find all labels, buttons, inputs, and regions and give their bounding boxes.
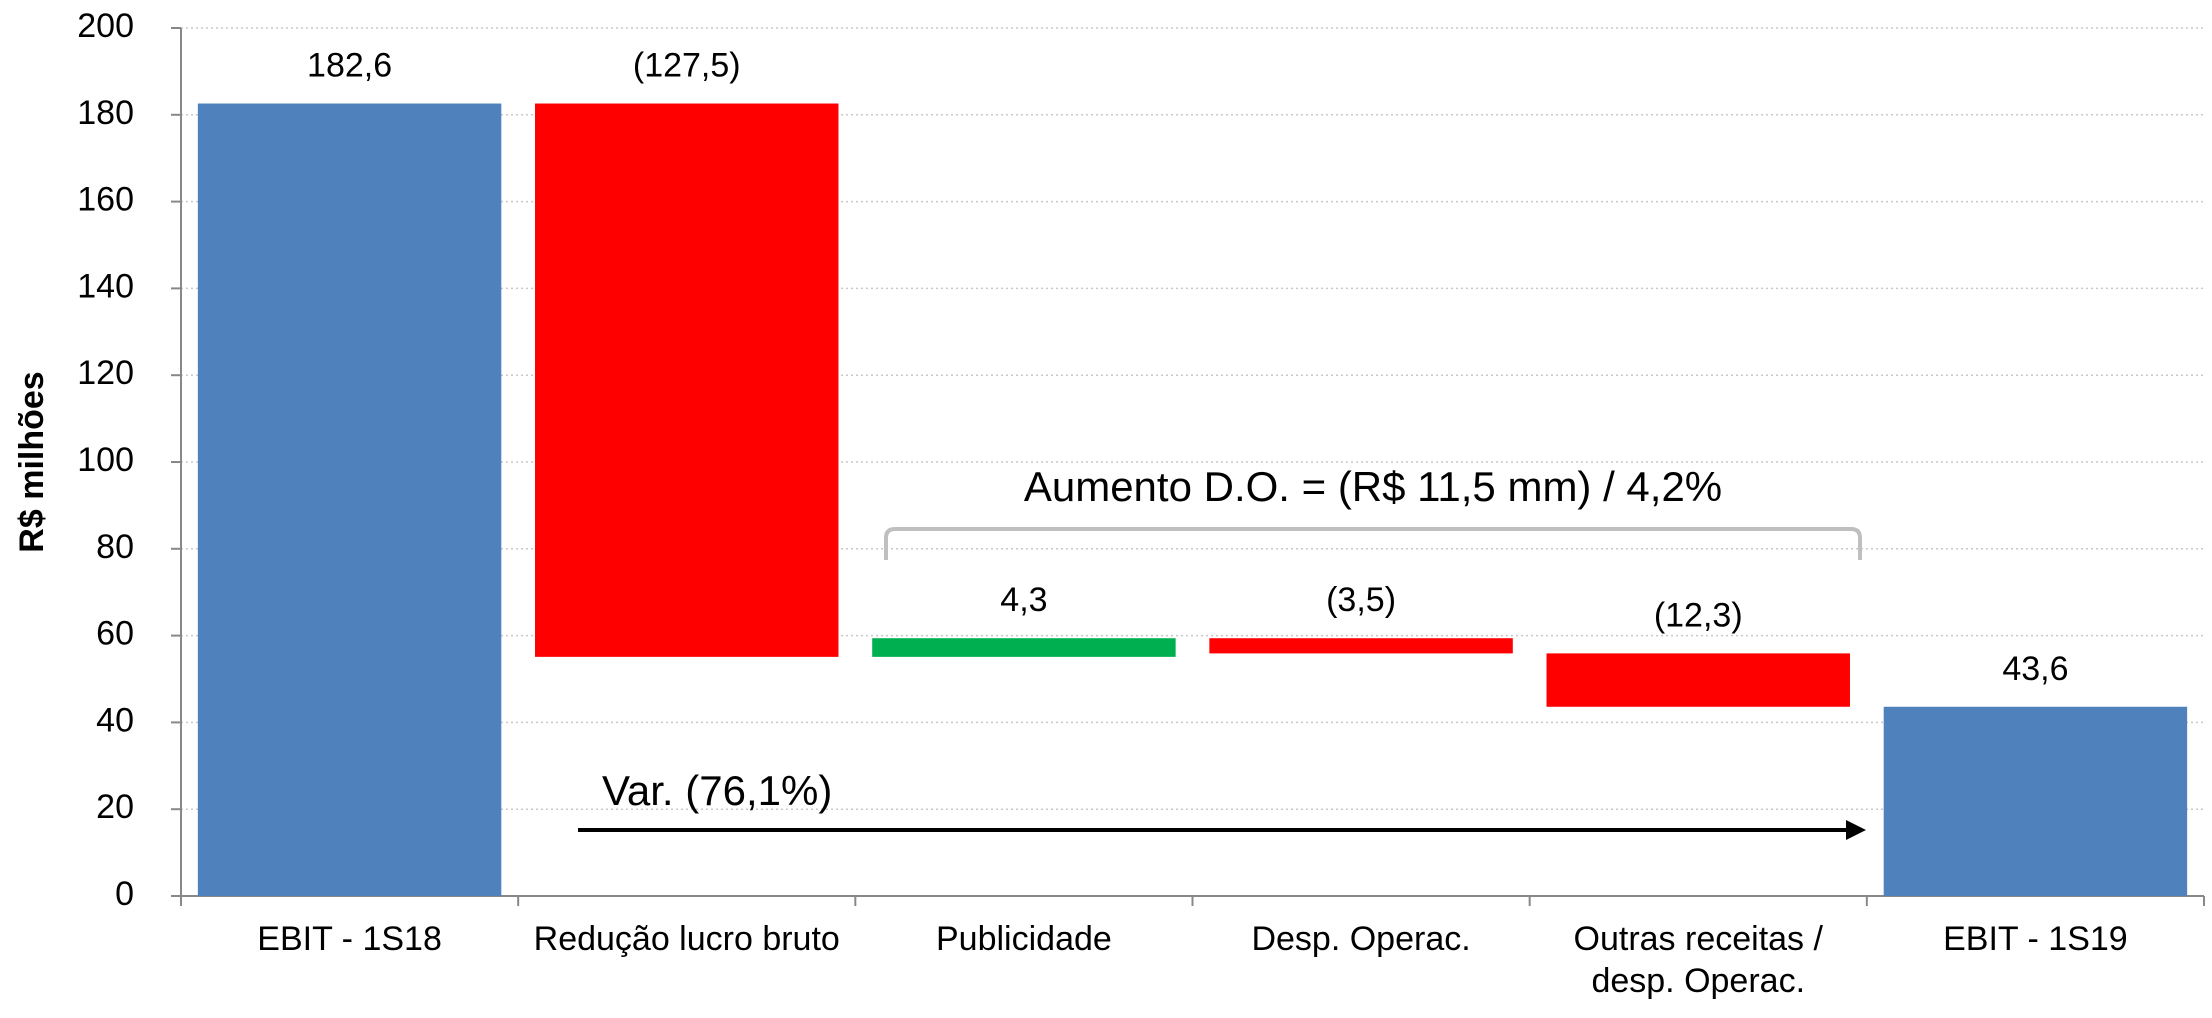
data-label: (127,5): [633, 47, 741, 85]
bar: [1546, 653, 1850, 707]
arrow-head: [1846, 820, 1866, 840]
x-tick-label: Redução lucro bruto: [533, 920, 840, 958]
annotation: Var. (76,1%): [602, 767, 832, 814]
y-axis-label: R$ milhões: [13, 371, 51, 552]
y-tick-label: 100: [77, 441, 134, 479]
bar: [1209, 638, 1513, 654]
y-tick-label: 180: [77, 94, 134, 132]
bracket: [884, 527, 1862, 560]
annotation: Aumento D.O. = (R$ 11,5 mm) / 4,2%: [1024, 463, 1722, 510]
x-tick-label: EBIT - 1S19: [1943, 920, 2128, 958]
bar: [535, 103, 839, 657]
y-tick-label: 140: [77, 267, 134, 305]
y-tick-label: 60: [96, 615, 134, 653]
x-tick-label: EBIT - 1S18: [257, 920, 442, 958]
y-tick-label: 0: [115, 875, 134, 913]
bar: [872, 638, 1176, 657]
y-tick-label: 200: [77, 7, 134, 45]
y-tick-label: 20: [96, 788, 134, 826]
y-tick-label: 80: [96, 528, 134, 566]
data-label: 182,6: [307, 47, 392, 85]
data-label: (12,3): [1654, 596, 1743, 634]
x-tick-label: Desp. Operac.: [1251, 920, 1471, 958]
bar: [197, 103, 502, 897]
x-tick-label: Publicidade: [936, 920, 1112, 958]
y-tick-label: 160: [77, 181, 134, 219]
x-tick-label: Outras receitas / desp. Operac.: [1573, 920, 1823, 1000]
y-tick-label: 120: [77, 354, 134, 392]
data-label: 43,6: [2002, 650, 2068, 688]
data-label: 4,3: [1000, 581, 1047, 619]
bar: [1883, 706, 2188, 896]
data-label: (3,5): [1326, 581, 1396, 619]
y-tick-label: 40: [96, 701, 134, 739]
